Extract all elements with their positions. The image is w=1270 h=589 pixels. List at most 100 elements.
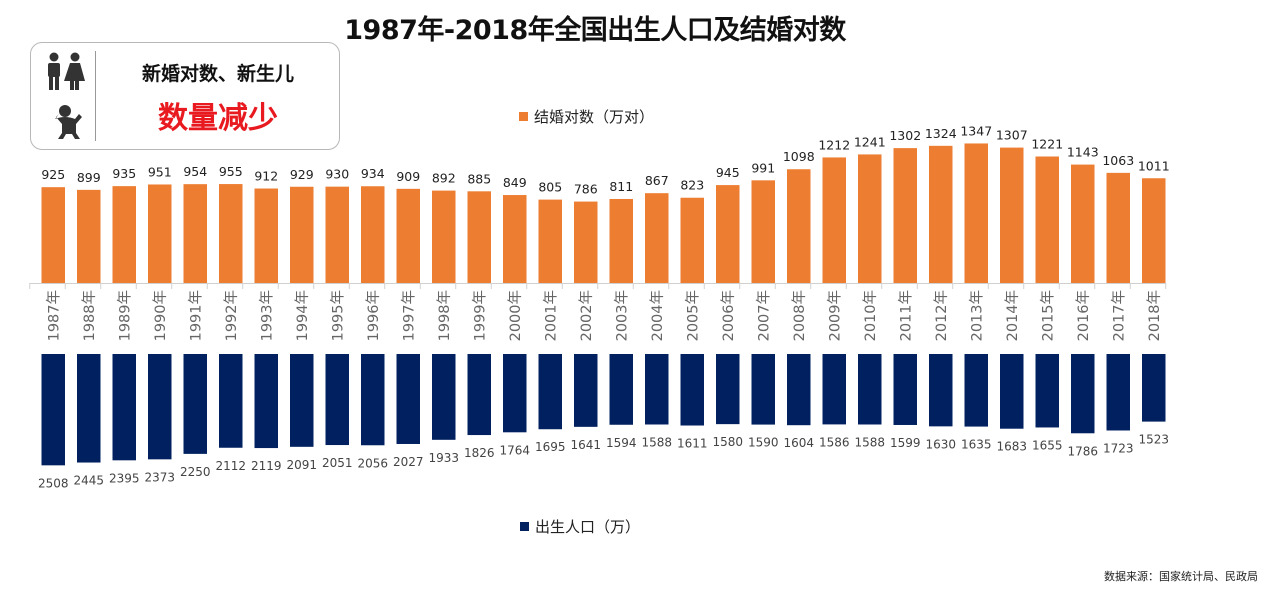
data-label-births: 2445 <box>73 474 104 488</box>
bar-marriages <box>964 143 988 283</box>
callout-icons <box>41 51 89 143</box>
x-tick-label: 1998年 <box>436 290 453 341</box>
data-label-births: 2112 <box>215 459 246 473</box>
data-label-births: 2091 <box>286 458 317 472</box>
data-label-births: 2027 <box>393 455 424 469</box>
x-tick-label: 2017年 <box>1110 290 1127 341</box>
data-label-marriages: 954 <box>183 164 207 179</box>
legend-swatch-births <box>520 522 529 531</box>
bar-births <box>538 354 562 430</box>
data-label-births: 2051 <box>322 456 353 470</box>
bar-marriages <box>325 186 349 283</box>
data-label-births: 1590 <box>748 436 779 450</box>
data-label-marriages: 899 <box>77 170 101 185</box>
data-label-births: 2373 <box>144 470 175 484</box>
data-label-births: 2056 <box>357 456 388 470</box>
data-label-marriages: 955 <box>219 164 243 179</box>
legend-label-births: 出生人口（万） <box>535 518 641 536</box>
callout-divider <box>95 51 96 141</box>
x-tick-label: 1994年 <box>294 290 311 341</box>
bar-marriages <box>609 198 633 283</box>
data-label-marriages: 945 <box>716 165 740 180</box>
data-label-marriages: 1011 <box>1138 158 1170 173</box>
source-note: 数据来源：国家统计局、民政局 <box>1104 570 1258 583</box>
data-label-marriages: 951 <box>148 164 172 179</box>
callout-box: 新婚对数、新生儿 数量减少 <box>30 42 340 150</box>
data-label-marriages: 823 <box>680 178 704 193</box>
x-tick-label: 1995年 <box>329 290 346 341</box>
bar-marriages <box>432 190 456 283</box>
bar-marriages <box>858 154 882 283</box>
bar-births <box>929 354 953 427</box>
data-label-births: 1588 <box>641 435 672 449</box>
bar-marriages <box>467 191 491 283</box>
bar-marriages <box>219 184 243 283</box>
bar-marriages <box>361 186 385 283</box>
bar-births <box>361 354 385 446</box>
bar-marriages <box>148 184 172 283</box>
x-tick-label: 2013年 <box>968 290 985 341</box>
x-tick-label: 2015年 <box>1039 290 1056 341</box>
data-label-marriages: 935 <box>112 166 136 181</box>
data-label-births: 1604 <box>783 436 814 450</box>
x-tick-label: 2016年 <box>1075 290 1092 341</box>
x-tick-label: 2011年 <box>897 290 914 341</box>
bar-marriages <box>183 184 207 283</box>
bar-marriages <box>1035 156 1059 283</box>
bar-births <box>183 354 207 454</box>
data-label-marriages: 1143 <box>1067 145 1099 160</box>
bar-marriages <box>77 189 101 283</box>
bar-births <box>964 354 988 427</box>
data-label-marriages: 1221 <box>1031 137 1063 152</box>
callout-emphasis: 数量减少 <box>158 101 278 136</box>
data-label-births: 2395 <box>109 471 140 485</box>
x-tick-label: 2010年 <box>862 290 879 341</box>
x-tick-label: 1990年 <box>152 290 169 341</box>
data-label-marriages: 1307 <box>996 128 1028 143</box>
x-tick-label: 2001年 <box>542 290 559 341</box>
data-label-births: 1599 <box>890 436 921 450</box>
x-tick-label: 2004年 <box>649 290 666 341</box>
legend-births: 出生人口（万） <box>520 516 640 537</box>
bar-births <box>41 354 65 466</box>
callout-text: 新婚对数、新生儿 <box>141 63 294 85</box>
x-tick-label: 1999年 <box>471 290 488 341</box>
data-label-marriages: 892 <box>432 171 456 186</box>
data-label-marriages: 930 <box>325 167 349 182</box>
bar-marriages <box>1106 172 1130 283</box>
data-label-marriages: 1302 <box>889 128 921 143</box>
data-label-births: 1586 <box>819 435 850 449</box>
data-label-marriages: 1324 <box>925 126 957 141</box>
chart-svg: 925 899 935 951 954 955 912 929 930 934 909 892 885 8… <box>29 123 1170 490</box>
x-tick-label: 2008年 <box>791 290 808 341</box>
data-label-marriages: 912 <box>254 169 278 184</box>
x-tick-label: 2005年 <box>684 290 701 341</box>
bar-births <box>396 354 420 444</box>
bar-marriages <box>290 186 314 283</box>
bar-births <box>325 354 349 446</box>
data-label-births: 1655 <box>1032 438 1063 452</box>
bar-marriages <box>751 180 775 283</box>
bar-births <box>148 354 172 460</box>
data-label-marriages: 929 <box>290 167 314 182</box>
x-tick-label: 2003年 <box>613 290 630 341</box>
bar-births <box>787 354 811 426</box>
x-tick-label: 1991年 <box>187 290 204 341</box>
data-label-births: 1826 <box>464 446 495 460</box>
chart-title: 1987年-2018年全国出生人口及结婚对数 <box>344 15 846 46</box>
bar-births <box>290 354 314 447</box>
data-label-births: 2119 <box>251 459 282 473</box>
data-label-births: 2250 <box>180 465 211 479</box>
data-label-births: 1723 <box>1103 441 1134 455</box>
data-label-marriages: 867 <box>645 173 669 188</box>
bar-marriages <box>1000 147 1024 283</box>
x-tick-label: 2012年 <box>933 290 950 341</box>
data-label-marriages: 786 <box>574 182 598 197</box>
data-label-marriages: 1347 <box>960 123 992 138</box>
x-tick-label: 2009年 <box>826 290 843 341</box>
bar-marriages <box>893 148 917 283</box>
data-label-births: 1523 <box>1138 433 1169 447</box>
data-label-marriages: 811 <box>609 179 633 194</box>
data-label-births: 1611 <box>677 437 708 451</box>
bar-marriages <box>645 193 669 283</box>
